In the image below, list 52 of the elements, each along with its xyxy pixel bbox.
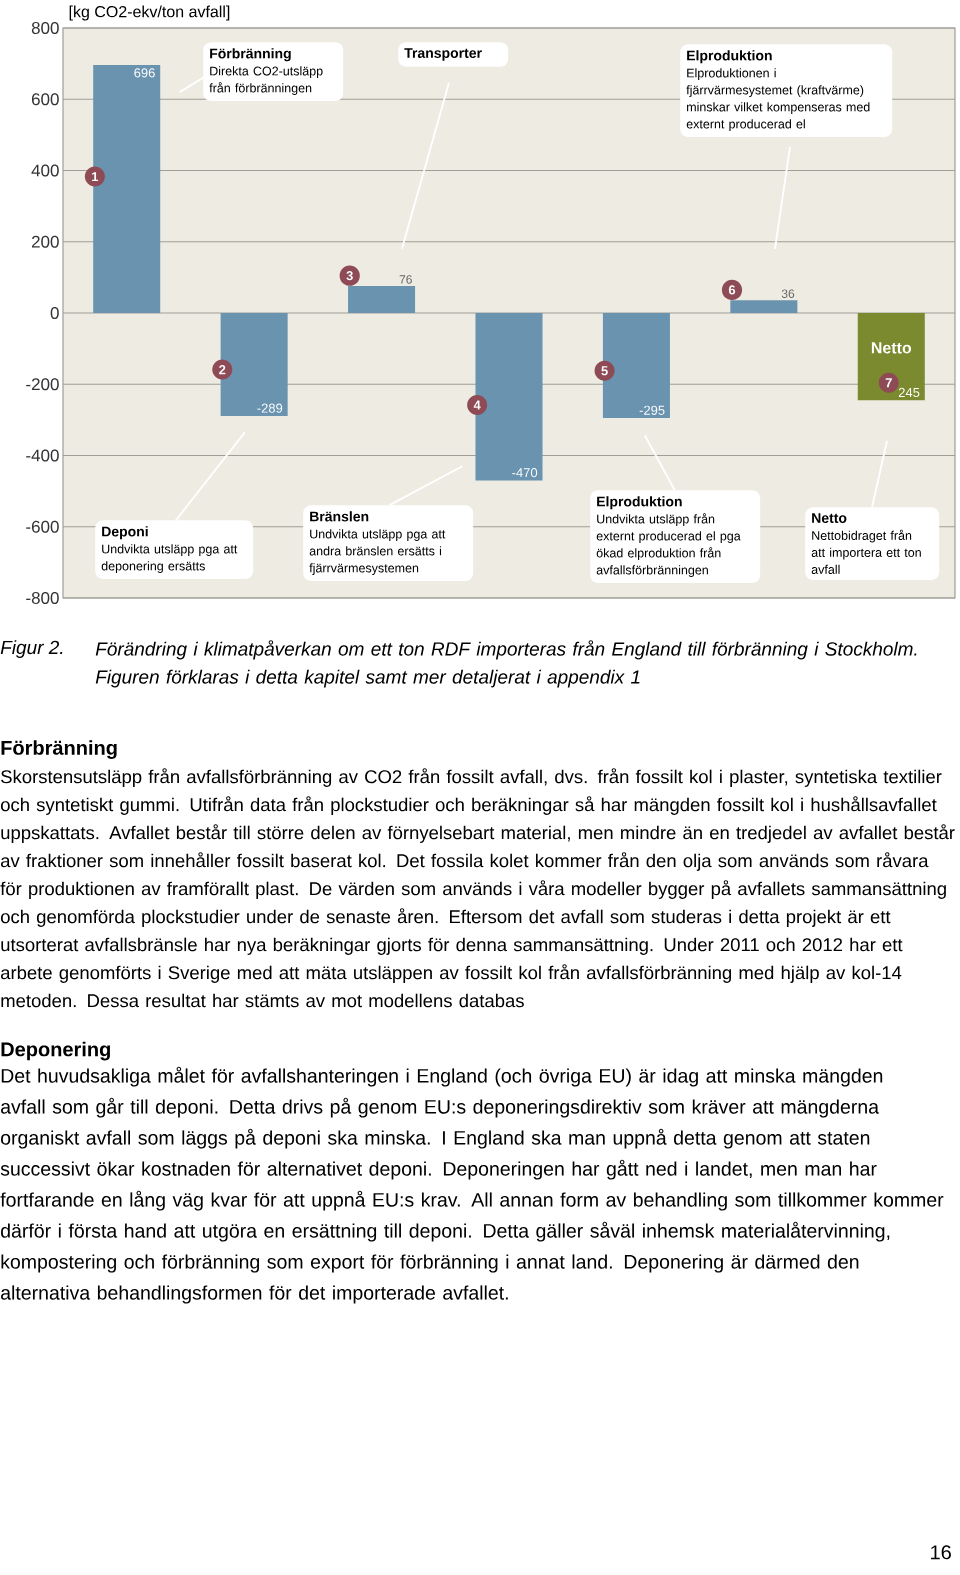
x-tick-label: 2	[219, 365, 226, 375]
annotation: Undvikta utsläpp från externt producerad el pga ökad elproduktion från avfallsförbränningen	[596, 513, 741, 577]
y-axis-title: [kg CO2-ekv/ton avfall]	[69, 5, 230, 21]
text: Det huvudsakliga målet för avfallshanteringen i England (och övriga EU) är idag att minska mängden avfall som går till deponi. Detta drivs på genom EU:s deponeringsdirektiv som kräver att mängderna organiskt avfall som läggs på deponi ska minska. I England ska man uppnå detta genom att staten successivt ökar kostnaden för alternativet deponi. Deponeringen har gått ned i landet, men man har fortfarande en lång väg kvar för att uppnå EU:s krav. All annan form av behandling som tillkommer kommer därför i första hand att utgöra en ersättning till deponi. Detta gäller såväl inhemsk materialåtervinning, kompostering och förbränning som export för förbränning i annat land. Deponering är därmed den alternativa behandlingsformen för det importerade avfallet.	[0, 1066, 944, 1304]
y-tick-label: -200	[26, 378, 59, 391]
text: 16	[931, 1545, 951, 1560]
data-label: 36	[781, 289, 795, 298]
annotation: Transporter	[404, 48, 482, 61]
x-tick-label: 7	[885, 378, 892, 388]
annotation: Direkta CO2-utsläpp från förbränningen	[209, 66, 323, 95]
x-tick-label: 3	[346, 271, 353, 281]
text: Förändring i klimatpåverkan om ett ton RDF importeras från England till förbränning i Stockholm. Figuren förklaras i detta kapitel samt mer detaljerat i appendix 1	[95, 640, 917, 688]
y-tick-label: 0	[50, 306, 59, 320]
text: Deponering	[1, 1041, 110, 1061]
annotation: Bränslen	[310, 511, 369, 522]
data-label: 76	[399, 275, 412, 284]
y-tick-label: -400	[26, 449, 59, 462]
annotation: Nettobidraget från att importera ett ton avfall	[811, 529, 921, 574]
bar	[730, 300, 798, 313]
text: Figur 2.	[0, 640, 63, 658]
x-tick-label: 4	[473, 400, 481, 410]
annotation: Elproduktion	[687, 50, 772, 64]
data-label: 696	[134, 68, 155, 78]
data-label: 245	[898, 387, 920, 398]
bar	[348, 285, 416, 313]
y-tick-label: 200	[31, 235, 59, 248]
annotation: Netto	[871, 342, 912, 354]
x-tick-label: 5	[601, 366, 608, 376]
annotation: Elproduktion	[597, 496, 682, 510]
text: Skorstensutsläpp från avfallsförbränning av CO2 från fossilt avfall, dvs. från fossilt kol i plaster, syntetiska textilier och syntetiskt gummi. Utifrån data från plockstudier och beräkningar så har mängden fossilt kol i hushållsavfallet uppskattats. Avfallet består till större delen av förnyelsebart material, men mindre än en tredjedel av avfallet består av fraktioner som innehåller fossilt baserat kol. Det fossila kolet kommer från den olja som används som råvara för produktionen av framförallt plast. De värden som används i våra modeller bygger på avfallets sammansättning och genomförda plockstudier under de senaste åren. Eftersom det avfall som studeras i detta projekt är ett utsorterat avfallsbränsle har nya beräkningar gjorts för denna sammansättning. Under 2011 och 2012 har ett arbete genomförts i Sverige med att mäta utsläppen av fossilt kol från avfallsförbränning med hjälp av kol-14 metoden. Dessa resultat har stämts av mot modellens databas	[0, 768, 955, 1008]
data-label: -289	[257, 403, 283, 413]
annotation: Undvikta utsläpp pga att deponering ersätts	[101, 544, 238, 573]
data-label: -470	[512, 468, 538, 478]
annotation: Förbränning	[210, 48, 291, 62]
data-label: -295	[639, 405, 665, 415]
annotation: Undvikta utsläpp pga att andra bränslen ersätts i fjärrvärmesystemen	[309, 529, 446, 575]
y-tick-label: 800	[31, 21, 59, 35]
bar	[475, 312, 543, 481]
bar	[857, 312, 925, 401]
annotation: Elproduktionen i fjärrvärmesystemet (kraftvärme) minskar vilket kompenseras med externt producerad el	[686, 68, 870, 131]
y-tick-label: 400	[31, 164, 59, 177]
y-tick-label: -800	[26, 591, 59, 605]
bar	[93, 65, 161, 313]
bar	[220, 312, 288, 416]
y-tick-label: -600	[26, 520, 59, 533]
bar	[602, 312, 670, 419]
text: Förbränning	[1, 740, 117, 759]
annotation: Deponi	[102, 526, 148, 540]
x-tick-label: 1	[92, 172, 99, 182]
annotation: Netto	[812, 513, 847, 523]
y-tick-label: 600	[31, 93, 59, 106]
x-tick-label: 6	[728, 285, 736, 295]
